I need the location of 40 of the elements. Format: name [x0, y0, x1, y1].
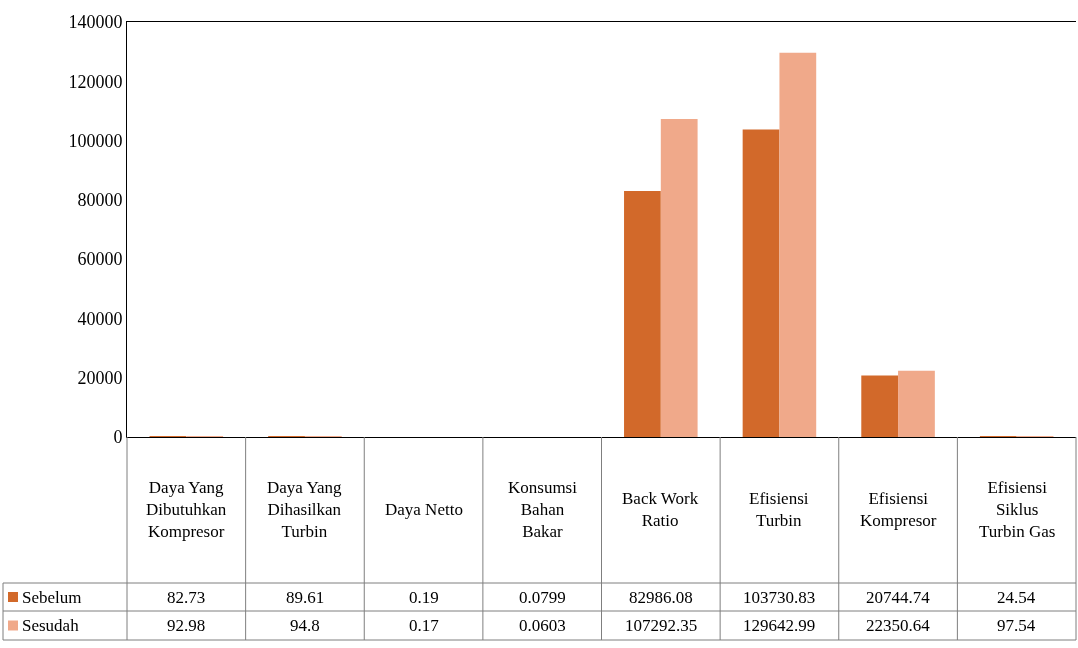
y-tick-label: 100000: [68, 130, 123, 151]
y-tick-label: 0: [113, 427, 123, 448]
bar: [660, 118, 698, 437]
x-tick-label: Daya Netto: [385, 500, 463, 519]
bar: [624, 191, 661, 437]
y-tick-label: 120000: [68, 71, 123, 92]
y-tick-label: 20000: [77, 368, 123, 389]
bar: [742, 129, 780, 437]
data-label: 0.0603: [519, 616, 566, 635]
data-label: 97.54: [997, 616, 1036, 635]
y-tick-label: 60000: [77, 249, 123, 270]
y-tick-label: 40000: [77, 308, 123, 329]
x-tick-label: Efisiensi Siklus Turbin Gas: [979, 478, 1056, 542]
legend-label: Sesudah: [22, 616, 80, 635]
data-label: 24.54: [997, 588, 1036, 607]
data-label: 94.8: [290, 616, 320, 635]
x-tick-label: Efisiensi Kompresor: [860, 489, 937, 531]
data-label: 0.0799: [519, 588, 566, 607]
data-label: 107292.35: [625, 616, 698, 635]
data-label: 0.17: [409, 616, 440, 635]
data-label: 89.61: [286, 588, 325, 607]
bar: [898, 370, 935, 437]
x-tick-label: Daya Yang Dibutuhkan Kompresor: [146, 478, 227, 542]
data-label: 20744.74: [866, 588, 931, 607]
bar: [861, 375, 899, 437]
data-label: 82986.08: [629, 588, 693, 607]
data-label: 92.98: [167, 616, 206, 635]
data-label: 82.73: [167, 588, 206, 607]
legend-label: Sebelum: [22, 588, 82, 607]
x-tick-label: Efisiensi Turbin: [749, 489, 809, 531]
data-label: 103730.83: [743, 588, 816, 607]
bar: [779, 52, 817, 437]
data-label: 22350.64: [866, 616, 931, 635]
x-tick-label: Back Work Ratio: [622, 489, 699, 531]
data-label: 0.19: [409, 588, 439, 607]
y-tick-label: 140000: [68, 12, 123, 33]
x-tick-label: Daya Yang Dihasilkan Turbin: [267, 478, 343, 542]
data-label: 129642.99: [743, 616, 816, 635]
y-tick-label: 80000: [77, 190, 123, 211]
x-tick-label: Konsumsi Bahan Bakar: [508, 478, 578, 542]
